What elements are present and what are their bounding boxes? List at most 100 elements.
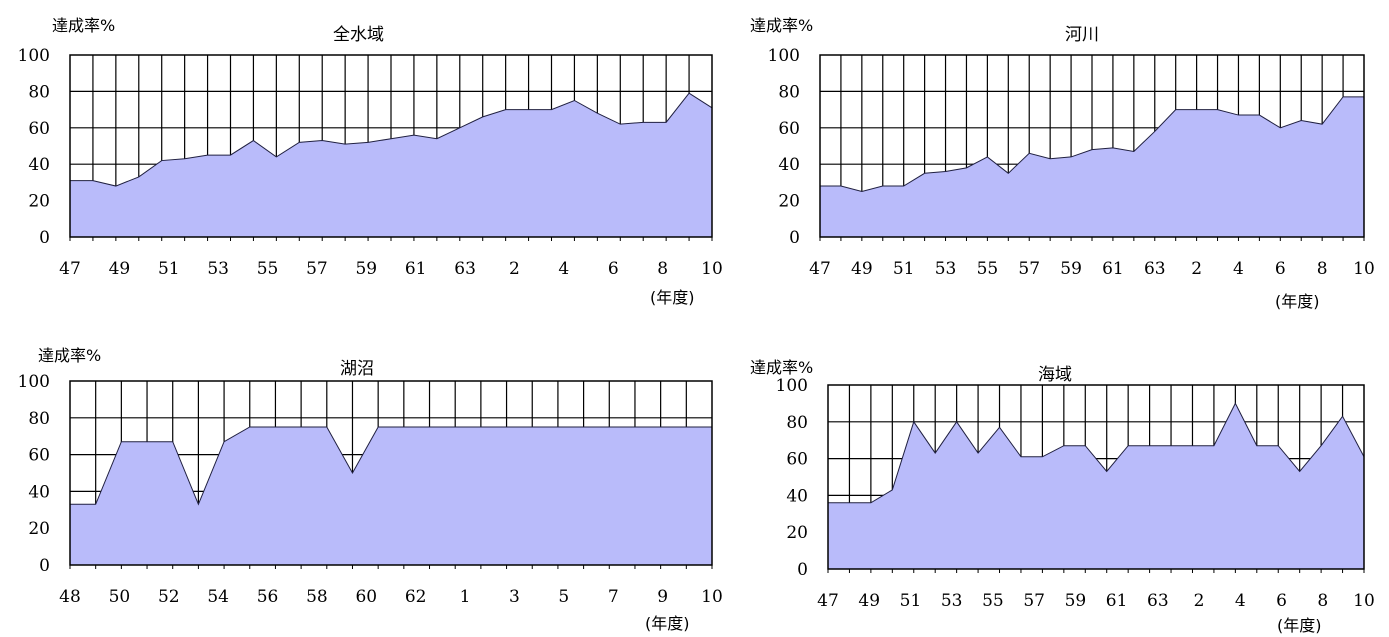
plot-frame xyxy=(827,384,1365,570)
x-tick-label: 51 xyxy=(900,591,922,611)
y-tick-label: 80 xyxy=(778,82,800,102)
y-tick-label: 20 xyxy=(28,192,50,212)
area-outline xyxy=(70,92,713,187)
x-tick-label: 54 xyxy=(207,587,229,607)
x-tick-label: 7 xyxy=(608,587,619,607)
x-axis-unit: (年度) xyxy=(650,288,695,307)
x-tick-label: 9 xyxy=(657,587,668,607)
x-tick-label: 3 xyxy=(509,587,520,607)
x-tick-label: 61 xyxy=(405,259,427,279)
x-tick-label: 51 xyxy=(158,259,180,279)
x-tick-label: 2 xyxy=(1194,591,1205,611)
y-tick-label: 40 xyxy=(28,155,50,175)
x-tick-label: 47 xyxy=(59,259,81,279)
x-tick-label: 6 xyxy=(1275,259,1286,279)
chart-svg: 0 20 40 60 80 100 48 50 52 54 56 58 60 62 1 3 5 7 9 10 xyxy=(18,372,723,607)
y-tick-label: 80 xyxy=(28,409,50,429)
x-tick-label: 59 xyxy=(1065,591,1087,611)
x-tick-label: 5 xyxy=(558,587,569,607)
x-tick-label: 56 xyxy=(257,587,279,607)
area-series xyxy=(70,93,712,237)
chart-svg: 0 20 40 60 80 100 47 49 51 53 55 57 59 61 63 2 4 6 8 10 xyxy=(18,46,723,279)
y-tick-label: 60 xyxy=(28,119,50,139)
x-tick-label: 53 xyxy=(935,259,957,279)
y-tick-label: 80 xyxy=(28,82,50,102)
x-tick-label: 50 xyxy=(109,587,131,607)
x-tick-label: 49 xyxy=(851,259,873,279)
y-tick-label: 20 xyxy=(28,519,50,539)
x-tick-label: 1 xyxy=(460,587,471,607)
x-tick-label: 6 xyxy=(608,259,619,279)
x-tick-label: 8 xyxy=(1317,591,1328,611)
y-tick-label: 100 xyxy=(768,46,800,66)
area-series xyxy=(828,403,1364,569)
area-outline xyxy=(820,96,1364,193)
x-tick-label: 61 xyxy=(1106,591,1128,611)
x-tick-label: 2 xyxy=(1191,259,1202,279)
x-tick-label: 63 xyxy=(1144,259,1166,279)
plot-frame xyxy=(69,380,713,566)
x-tick-label: 57 xyxy=(1023,591,1045,611)
y-tick-label: 100 xyxy=(776,376,808,396)
x-tick-label: 63 xyxy=(1147,591,1169,611)
x-tick-label: 10 xyxy=(1353,259,1375,279)
chart-svg: 0 20 40 60 80 100 47 49 51 53 55 57 59 61 63 2 4 6 8 10 xyxy=(776,376,1375,611)
x-tick-label: 49 xyxy=(858,591,880,611)
y-tick-label: 40 xyxy=(786,486,808,506)
x-tick-label: 4 xyxy=(558,259,569,279)
y-tick-label: 80 xyxy=(786,413,808,433)
y-axis-title: 達成率% xyxy=(38,346,102,365)
chart-title: 湖沼 xyxy=(340,359,374,379)
x-tick-label: 60 xyxy=(355,587,377,607)
x-axis-unit: (年度) xyxy=(1275,292,1320,311)
x-tick-label: 53 xyxy=(941,591,963,611)
x-tick-label: 47 xyxy=(809,259,831,279)
x-tick-label: 53 xyxy=(207,259,229,279)
x-axis-unit: (年度) xyxy=(1277,616,1322,635)
x-tick-label: 55 xyxy=(977,259,999,279)
x-tick-label: 48 xyxy=(59,587,81,607)
y-tick-label: 60 xyxy=(778,119,800,139)
y-tick-label: 20 xyxy=(786,523,808,543)
chart-title: 河川 xyxy=(1065,25,1099,45)
x-tick-label: 63 xyxy=(454,259,476,279)
x-tick-label: 8 xyxy=(1317,259,1328,279)
y-tick-label: 40 xyxy=(28,482,50,502)
x-tick-label: 59 xyxy=(1060,259,1082,279)
x-tick-label: 59 xyxy=(355,259,377,279)
x-tick-label: 4 xyxy=(1235,591,1246,611)
y-axis-title: 達成率% xyxy=(750,358,814,377)
y-tick-label: 60 xyxy=(786,450,808,470)
chart-title: 全水域 xyxy=(333,25,384,45)
x-tick-label: 62 xyxy=(405,587,427,607)
x-tick-label: 57 xyxy=(306,259,328,279)
y-tick-label: 0 xyxy=(797,560,808,580)
x-tick-label: 47 xyxy=(817,591,839,611)
area-series xyxy=(820,96,1364,237)
y-tick-label: 0 xyxy=(39,228,50,248)
x-tick-label: 52 xyxy=(158,587,180,607)
x-tick-label: 57 xyxy=(1018,259,1040,279)
x-tick-label: 55 xyxy=(257,259,279,279)
x-tick-label: 51 xyxy=(893,259,915,279)
x-tick-label: 49 xyxy=(109,259,131,279)
x-tick-label: 58 xyxy=(306,587,328,607)
x-tick-label: 55 xyxy=(982,591,1004,611)
chart-panel-lakes: 達成率% 湖沼 (年度) 0 20 40 60 80 100 48 50 52 54 56 58 60 6… xyxy=(0,320,740,637)
x-tick-label: 10 xyxy=(701,259,723,279)
y-tick-label: 0 xyxy=(39,556,50,576)
x-axis-unit: (年度) xyxy=(645,614,690,633)
area-outline xyxy=(70,426,712,506)
y-tick-label: 0 xyxy=(789,228,800,248)
chart-panel-sea: 達成率% 海域 (年度) 0 20 40 60 80 100 47 49 51 53 55 57 59 6… xyxy=(740,320,1389,637)
y-axis-title: 達成率% xyxy=(750,16,814,35)
x-tick-label: 10 xyxy=(1353,591,1375,611)
y-tick-label: 40 xyxy=(778,155,800,175)
y-tick-label: 60 xyxy=(28,446,50,466)
area-series xyxy=(70,427,712,565)
x-tick-label: 8 xyxy=(657,259,668,279)
y-tick-label: 100 xyxy=(18,46,50,66)
chart-title: 海域 xyxy=(1038,365,1072,385)
area-outline xyxy=(828,402,1365,504)
y-tick-label: 20 xyxy=(778,192,800,212)
